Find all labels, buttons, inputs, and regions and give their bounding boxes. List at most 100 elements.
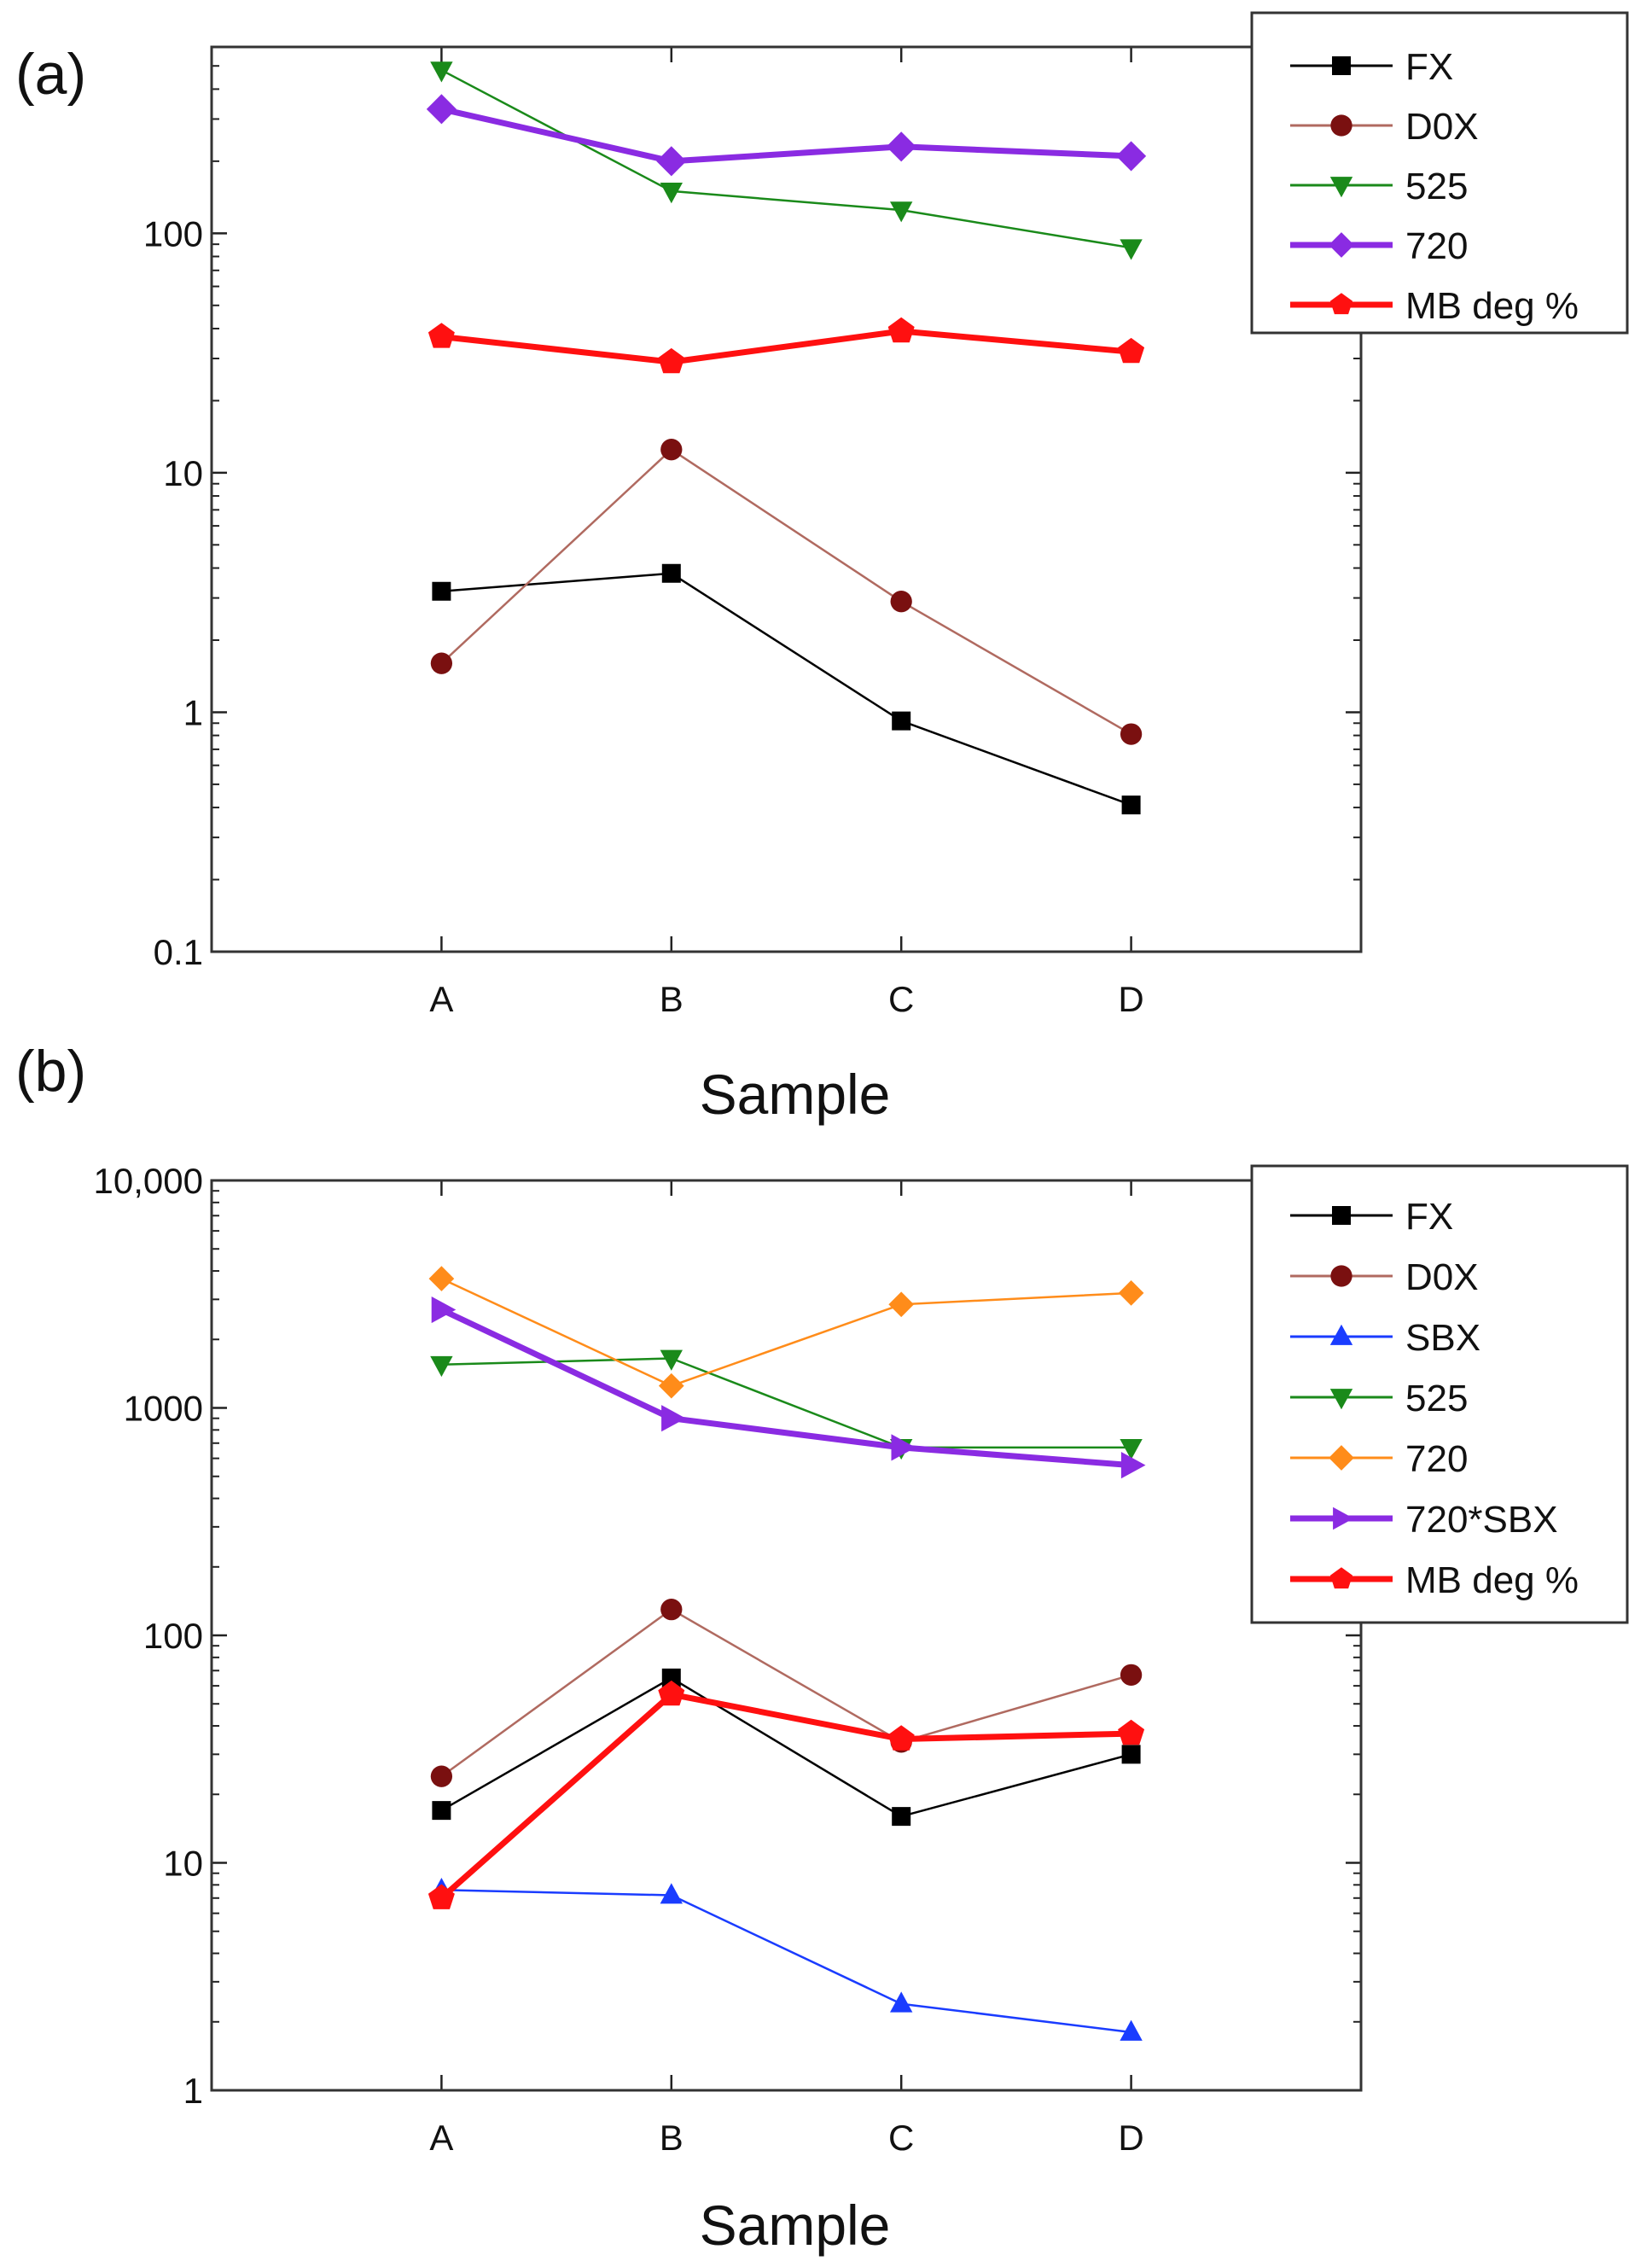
x-tick-label: A: [429, 979, 453, 1019]
x-tick-label: B: [660, 2118, 683, 2158]
data-point-mb-deg: [658, 1680, 685, 1706]
data-point-mb-deg: [428, 1884, 455, 1909]
series-mb-deg: [428, 317, 1145, 374]
series-d0x: [430, 1598, 1143, 1787]
data-point-720: [428, 1266, 455, 1291]
y-tick-label: 1: [183, 2071, 203, 2111]
legend-label: D0X: [1405, 106, 1479, 148]
series-line-fx: [441, 572, 1132, 807]
series-525: [430, 1349, 1143, 1460]
data-point-d0x: [430, 1765, 453, 1787]
panel-label: (b): [15, 1039, 86, 1104]
legend-swatch-marker: [1329, 232, 1354, 258]
x-tick-label: C: [888, 979, 914, 1019]
legend-swatch-marker: [1330, 1265, 1352, 1287]
data-point-d0x: [660, 439, 683, 461]
x-axis-title: Sample: [700, 2194, 891, 2257]
legend-swatch-marker: [1329, 1445, 1354, 1471]
legend-swatch-marker: [1329, 1389, 1353, 1410]
y-tick-label: 10,000: [94, 1161, 203, 1201]
legend-swatch-marker: [1332, 56, 1351, 75]
data-point-d0x: [1120, 1664, 1143, 1687]
legend-entry-525: 525: [1290, 166, 1468, 207]
series-d0x: [430, 439, 1143, 745]
series-line-720-sbx: [439, 1307, 1131, 1469]
series-line-mb-deg: [441, 328, 1131, 365]
data-point-fx: [432, 581, 451, 601]
data-point-720: [658, 1372, 684, 1399]
legend-entry-525: 525: [1290, 1378, 1468, 1419]
data-point-fx: [892, 711, 911, 731]
data-point-fx: [1121, 1745, 1141, 1764]
legend-entry-fx: FX: [1290, 1196, 1453, 1238]
x-axis-title: Sample: [700, 1063, 891, 1126]
series-line-525: [440, 69, 1131, 249]
data-point-sbx: [1120, 2019, 1143, 2041]
series-525: [430, 61, 1143, 260]
series-line-720: [440, 1277, 1131, 1387]
legend-swatch-marker: [1329, 177, 1353, 198]
legend-swatch-marker: [1332, 1206, 1351, 1225]
data-point-mb-deg: [428, 323, 455, 348]
series-line-mb-deg: [439, 1691, 1131, 1901]
legend-swatch-marker: [1330, 114, 1352, 137]
series-line-fx: [440, 1676, 1131, 1818]
plot-frame: [210, 45, 1363, 953]
panel-b: (b) 1 10 100 1000 10,000 A B C D Sample FX D0X SBX 525…: [15, 1039, 1629, 2257]
data-point-mb-deg: [1118, 337, 1145, 364]
legend-entry-sbx: SBX: [1290, 1317, 1480, 1359]
data-point-fx: [661, 563, 681, 583]
data-point-d0x: [660, 1598, 683, 1621]
x-tick-label: D: [1118, 2118, 1143, 2158]
data-point-720: [888, 1291, 915, 1318]
data-point-sbx: [890, 1991, 913, 2013]
data-point-525: [890, 201, 913, 223]
legend-entry-fx: FX: [1290, 46, 1453, 88]
series-fx: [432, 1668, 1141, 1827]
legend-entry-d0x: D0X: [1290, 1256, 1479, 1298]
data-point-720: [1116, 141, 1147, 172]
y-tick-label: 100: [143, 1616, 203, 1656]
legend: FX D0X 525 720 MB deg %: [1250, 11, 1629, 335]
data-point-mb-deg: [658, 347, 685, 374]
legend-box: [1250, 1164, 1629, 1624]
series-line-d0x: [440, 1608, 1131, 1778]
panel-label: (a): [15, 42, 86, 107]
data-point-fx: [661, 1668, 681, 1687]
data-point-720-sbx: [891, 1434, 916, 1461]
legend: FX D0X SBX 525 720 720*SBX MB deg %: [1250, 1164, 1629, 1624]
legend-entry-mb-deg: MB deg %: [1290, 1559, 1579, 1601]
data-point-720-sbx: [661, 1405, 686, 1432]
legend-label: 720: [1405, 225, 1468, 267]
legend-label: 720*SBX: [1405, 1499, 1558, 1541]
data-point-720: [886, 131, 916, 162]
legend-swatch-marker: [1333, 1506, 1354, 1530]
legend-label: FX: [1405, 1196, 1453, 1238]
legend-label: SBX: [1405, 1317, 1480, 1359]
plot-frame: [210, 1179, 1363, 2092]
legend-entry-720-sbx: 720*SBX: [1290, 1499, 1558, 1541]
y-tick-label: 0.1: [154, 932, 203, 972]
data-point-525: [660, 1349, 683, 1371]
series-line-sbx: [441, 1889, 1131, 2034]
data-point-720: [426, 94, 457, 125]
x-tick-label: C: [888, 2118, 914, 2158]
legend-entry-d0x: D0X: [1290, 106, 1479, 148]
data-point-525: [1120, 1438, 1143, 1460]
legend-label: D0X: [1405, 1256, 1479, 1298]
x-tick-label: B: [660, 979, 683, 1019]
panel-a: (a) 0.1 1 10 100 A B C D Sample FX D0X 525 720 MB deg …: [15, 11, 1629, 1126]
legend-entry-720: 720: [1290, 1438, 1468, 1480]
data-point-720: [656, 146, 687, 177]
data-point-d0x: [430, 652, 453, 674]
data-point-sbx: [660, 1883, 683, 1904]
series-720-sbx: [431, 1296, 1146, 1479]
legend-swatch-marker: [1329, 1567, 1353, 1589]
y-tick-label: 10: [163, 1844, 203, 1884]
y-tick-label: 1: [183, 692, 203, 732]
legend-label: 525: [1405, 1378, 1468, 1419]
series-sbx: [430, 1877, 1143, 2041]
data-point-mb-deg: [1118, 1719, 1145, 1745]
legend-label: FX: [1405, 46, 1453, 88]
